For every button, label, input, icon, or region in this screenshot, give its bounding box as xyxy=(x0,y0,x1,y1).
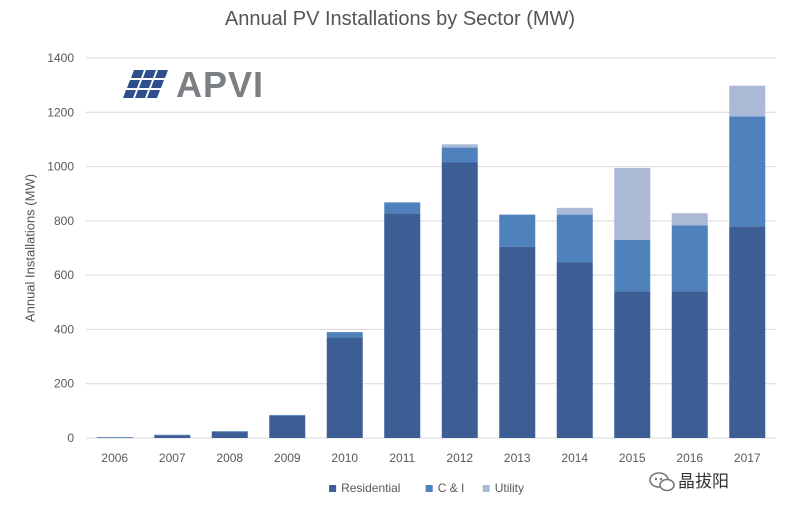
bars xyxy=(96,85,766,438)
bar-utility-2012 xyxy=(441,144,478,148)
bar-c-i-2013 xyxy=(499,214,536,247)
x-tick-label: 2010 xyxy=(331,451,358,465)
bar-residential-2014 xyxy=(556,262,593,438)
tick-labels: 0 200 400 600 800 1000 1200 1400 2006 2007 2008 200… xyxy=(47,51,761,465)
gridlines xyxy=(86,57,776,439)
x-tick-label: 2014 xyxy=(561,451,588,465)
bar-c-i-2016 xyxy=(671,225,708,292)
watermark: 晶拔阳 xyxy=(648,470,798,494)
bar-utility-2016 xyxy=(671,213,708,226)
x-tick-label: 2012 xyxy=(446,451,473,465)
bar-c-i-2017 xyxy=(729,116,766,227)
bar-utility-2017 xyxy=(729,85,766,117)
bar-residential-2011 xyxy=(384,213,421,438)
x-tick-label: 2009 xyxy=(274,451,301,465)
bar-c-i-2014 xyxy=(556,214,593,263)
x-tick-label: 2015 xyxy=(619,451,646,465)
bar-residential-2017 xyxy=(729,226,766,438)
bar-residential-2013 xyxy=(499,246,536,438)
y-tick-label: 400 xyxy=(54,322,74,336)
x-tick-label: 2016 xyxy=(676,451,703,465)
bar-residential-2012 xyxy=(441,162,478,438)
bar-residential-2015 xyxy=(614,291,651,438)
bar-c-i-2009 xyxy=(269,414,306,416)
wechat-icon xyxy=(649,472,675,492)
y-tick-label: 200 xyxy=(54,377,74,391)
solar-panel-icon xyxy=(123,70,168,98)
y-tick-label: 600 xyxy=(54,268,74,282)
y-tick-label: 1400 xyxy=(47,51,74,65)
legend: Residential C & I Utility xyxy=(329,481,524,495)
bar-residential-2010 xyxy=(326,337,363,438)
chart-title: Annual PV Installations by Sector (MW) xyxy=(224,8,576,30)
bar-c-i-2011 xyxy=(384,202,421,214)
bar-utility-2015 xyxy=(614,167,651,240)
y-tick-label: 1200 xyxy=(47,105,74,119)
x-tick-label: 2008 xyxy=(216,451,243,465)
bar-residential-2016 xyxy=(671,291,708,438)
bar-c-i-2010 xyxy=(326,332,363,338)
x-tick-label: 2013 xyxy=(504,451,531,465)
bar-c-i-2007 xyxy=(154,434,191,436)
bar-residential-2008 xyxy=(211,432,248,438)
bar-residential-2006 xyxy=(96,437,133,438)
bar-c-i-2015 xyxy=(614,239,651,292)
logo-text: APVI xyxy=(176,64,265,105)
watermark-text: 晶拔阳 xyxy=(678,472,729,491)
y-tick-label: 0 xyxy=(67,431,74,445)
bar-c-i-2008 xyxy=(211,431,248,433)
bar-utility-2014 xyxy=(556,207,593,215)
bar-c-i-2006 xyxy=(96,437,133,438)
y-tick-label: 1000 xyxy=(47,160,74,174)
legend-item: C & I xyxy=(438,481,465,495)
legend-swatch xyxy=(482,485,490,492)
legend-swatch xyxy=(425,485,433,492)
x-tick-label: 2006 xyxy=(101,451,128,465)
legend-item: Utility xyxy=(495,481,524,495)
legend-swatch xyxy=(329,485,337,492)
x-tick-label: 2007 xyxy=(159,451,186,465)
x-tick-label: 2011 xyxy=(389,451,415,465)
apvi-logo: APVI xyxy=(122,66,282,104)
bar-c-i-2012 xyxy=(441,147,478,163)
legend-item: Residential xyxy=(341,481,400,495)
bar-residential-2007 xyxy=(154,435,191,438)
y-tick-label: 800 xyxy=(54,214,74,228)
bar-residential-2009 xyxy=(269,415,306,438)
x-tick-label: 2017 xyxy=(734,451,761,465)
